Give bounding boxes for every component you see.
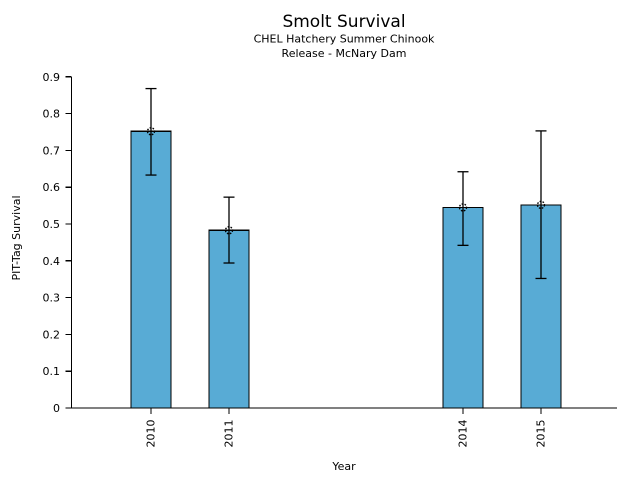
y-tick-label: 0.3 (43, 292, 61, 305)
y-tick-label: 0.8 (43, 108, 61, 121)
y-tick-label: 0.2 (43, 328, 61, 341)
y-tick-label: 0.1 (43, 365, 61, 378)
y-tick-label: 0.6 (43, 181, 61, 194)
chart-subtitle-line2: Release - McNary Dam (282, 47, 407, 60)
bar-2015 (520, 204, 562, 409)
plot-area: 0 0.1 0.2 0.3 0.4 0.5 0.6 0.7 0.8 0.9 2010 2011 2014… (43, 71, 617, 448)
x-axis-label: Year (331, 460, 356, 473)
x-tick-label: 2014 (457, 420, 470, 448)
x-tick-label: 2010 (145, 420, 158, 448)
point-marker (458, 203, 468, 212)
chart-subtitle-line1: CHEL Hatchery Summer Chinook (254, 33, 435, 46)
y-tick-label: 0 (53, 402, 60, 415)
y-tick-label: 0.5 (43, 218, 61, 231)
bar-2010 (130, 130, 172, 409)
point-marker (224, 226, 234, 235)
y-tick-label: 0.9 (43, 71, 61, 84)
y-tick-label: 0.4 (43, 255, 61, 268)
x-tick-label: 2011 (223, 420, 236, 448)
y-axis-label: PIT-Tag Survival (10, 195, 23, 280)
chart-title: Smolt Survival (282, 12, 405, 32)
point-marker (146, 127, 156, 136)
point-marker (536, 200, 546, 210)
x-tick-label: 2015 (535, 420, 548, 448)
axes (70, 76, 617, 409)
y-tick-label: 0.7 (43, 144, 61, 157)
